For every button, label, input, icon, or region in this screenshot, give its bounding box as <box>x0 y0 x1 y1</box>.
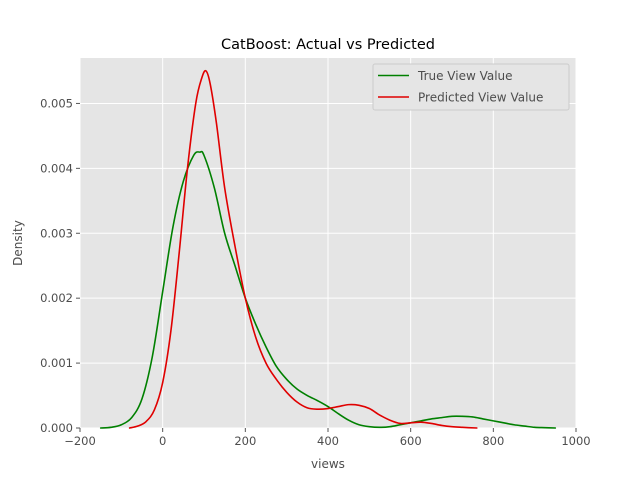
series-line-predicted-view-value <box>128 69 478 429</box>
y-axis-ticks: 0.000 0.001 0.002 0.003 0.004 0.005 <box>40 96 80 435</box>
y-tick-label: 0.000 <box>40 421 73 435</box>
legend-label-predicted: Predicted View Value <box>418 91 543 105</box>
chart-title: CatBoost: Actual vs Predicted <box>221 37 435 53</box>
x-tick-label: 200 <box>234 434 256 448</box>
x-tick-label: −200 <box>64 434 96 448</box>
legend: True View Value Predicted View Value <box>372 63 570 111</box>
y-tick-label: 0.003 <box>40 226 73 240</box>
x-tick-label: 800 <box>482 434 504 448</box>
y-tick-label: 0.004 <box>40 161 73 175</box>
x-tick-label: 0 <box>159 434 166 448</box>
y-tick-label: 0.002 <box>40 291 73 305</box>
x-tick-label: 600 <box>400 434 422 448</box>
legend-label-true: True View Value <box>417 69 513 83</box>
series-line-true-view-value <box>99 150 557 429</box>
series-layer <box>99 69 557 429</box>
x-tick-label: 1000 <box>561 434 590 448</box>
x-axis-label: views <box>311 457 345 471</box>
y-tick-label: 0.001 <box>40 356 73 370</box>
y-axis-label: Density <box>11 220 25 266</box>
x-tick-label: 400 <box>317 434 339 448</box>
legend-box <box>372 63 570 111</box>
y-tick-label: 0.005 <box>40 96 73 110</box>
x-axis-ticks: −200 0 200 400 600 800 1000 <box>64 428 591 448</box>
